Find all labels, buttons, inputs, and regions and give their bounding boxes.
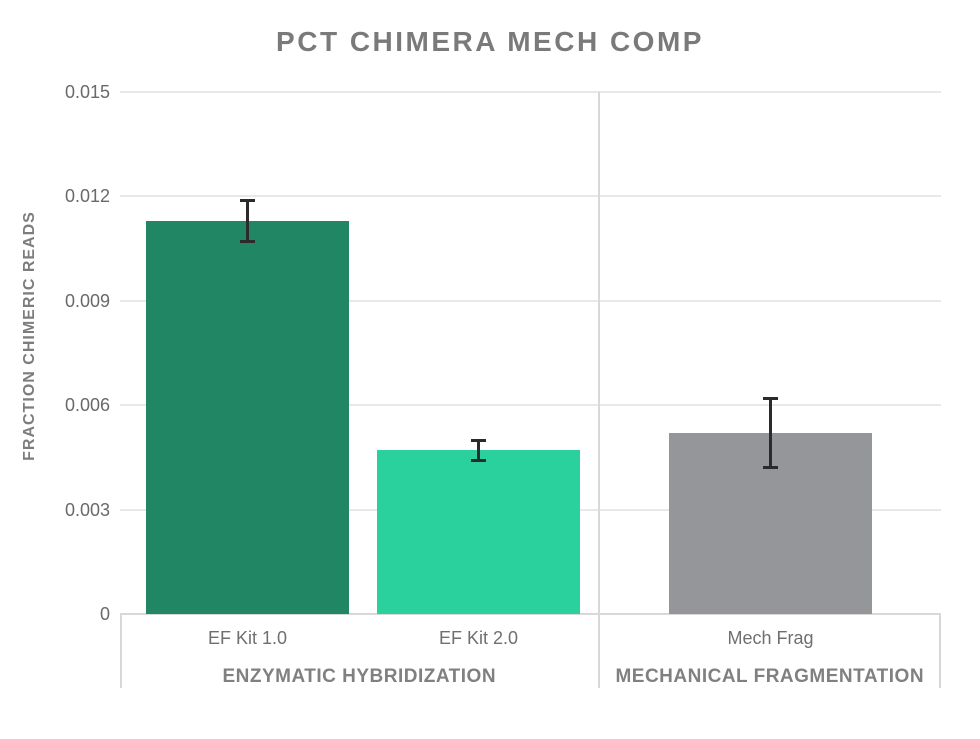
error-bar <box>769 398 772 468</box>
y-tick-label: 0 <box>99 604 110 624</box>
error-bar-cap-top <box>471 439 486 442</box>
error-bar-cap-bottom <box>471 458 486 462</box>
facet-label-enzymatic-hybridization: ENZYMATIC HYBRIDIZATION <box>222 666 497 687</box>
error-bar-cap-bottom <box>240 239 255 243</box>
category-label-ef-kit-1-0: EF Kit 1.0 <box>207 628 288 648</box>
gridline <box>120 195 941 198</box>
gridline <box>120 404 941 407</box>
error-bar-cap-bottom <box>763 465 778 469</box>
category-label-mech-frag: Mech Frag <box>727 628 814 648</box>
y-tick-label: 0.015 <box>64 82 110 102</box>
chart-title: PCT CHIMERA MECH COMP <box>276 26 704 57</box>
y-tick-label: 0.012 <box>64 186 110 207</box>
bar-ef-kit-1-0 <box>146 220 349 614</box>
gridline <box>120 299 941 302</box>
y-tick-label: 0.006 <box>64 395 110 416</box>
gridline <box>120 91 941 93</box>
x-axis-line <box>120 613 941 615</box>
bar-ef-kit-2-0 <box>377 450 580 614</box>
y-tick-label: 0.003 <box>64 499 110 520</box>
error-bar-cap-top <box>763 397 778 401</box>
label-area-border-right <box>939 614 941 688</box>
label-area-border-left <box>120 614 122 688</box>
y-tick-label: 0.009 <box>64 290 110 311</box>
error-bar-cap-top <box>240 198 255 202</box>
facet-divider <box>597 92 600 688</box>
error-bar <box>246 199 249 242</box>
error-bar <box>477 440 480 461</box>
category-label-ef-kit-2-0: EF Kit 2.0 <box>438 628 519 648</box>
facet-label-mechanical-fragmentation: MECHANICAL FRAGMENTATION <box>615 666 925 687</box>
